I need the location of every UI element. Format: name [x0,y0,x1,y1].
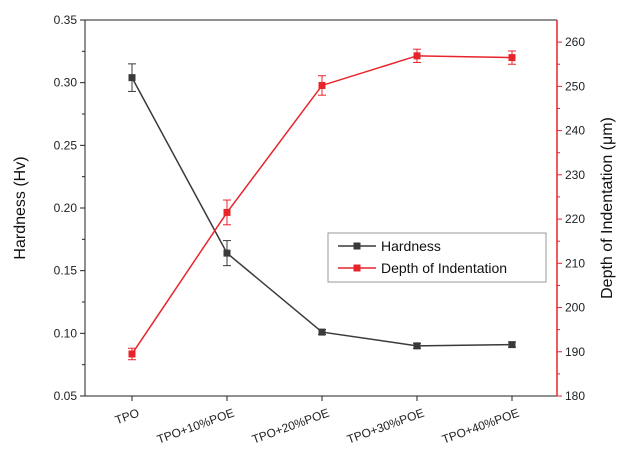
series-line-depth-of-indentation [131,55,513,355]
series-layer [128,48,516,361]
right-tick-label: 180 [565,389,585,403]
legend-marker-hardness [353,242,361,250]
right-tick-label: 220 [565,212,585,226]
data-point-depth-of-indentation [223,208,231,216]
left-axis-title: Hardness (Hv) [12,156,29,259]
left-tick-label: 0.05 [54,389,78,403]
legend-label-hardness: Hardness [381,238,441,254]
left-y-axis: 0.05 0.10 0.15 0.20 0.25 0.30 0.35 [54,13,85,403]
left-tick-label: 0.15 [54,264,78,278]
left-tick-label: 0.25 [54,138,78,152]
data-point-hardness [318,328,326,336]
legend: Hardness Depth of Indentation [327,232,547,283]
left-tick-label: 0.10 [54,326,78,340]
data-point-depth-of-indentation [128,350,136,358]
data-point-depth-of-indentation [318,81,326,89]
legend-label-depth: Depth of Indentation [381,260,507,276]
right-axis-title: Depth of Indentation (μm) [599,117,616,299]
plot-frame [84,19,558,397]
x-tick-label: TPO+10%POE [155,406,236,447]
x-tick-label: TPO+30%POE [345,406,426,447]
legend-marker-depth [353,264,361,272]
left-tick-label: 0.30 [54,76,78,90]
series-line-hardness [131,77,513,347]
right-tick-label: 210 [565,256,585,270]
right-tick-label: 190 [565,345,585,359]
data-point-hardness [128,74,136,82]
right-tick-label: 250 [565,79,585,93]
data-point-depth-of-indentation [413,52,421,60]
right-tick-label: 240 [565,124,585,138]
data-point-hardness [413,342,421,350]
x-tick-label: TPO+20%POE [250,406,331,447]
data-point-hardness [508,341,516,349]
right-tick-label: 260 [565,35,585,49]
x-tick-label: TPO+40%POE [440,406,521,447]
data-point-depth-of-indentation [508,54,516,62]
left-tick-label: 0.20 [54,201,78,215]
x-axis: TPO TPO+10%POE TPO+20%POE TPO+30%POE TPO+40%… [113,396,521,447]
right-y-axis: 180 190 200 210 220 230 240 250 260 [557,35,585,403]
legend-box [327,232,547,283]
x-tick-label: TPO [113,406,141,428]
data-point-hardness [223,249,231,257]
right-tick-label: 230 [565,168,585,182]
right-tick-label: 200 [565,301,585,315]
left-tick-label: 0.35 [54,13,78,27]
